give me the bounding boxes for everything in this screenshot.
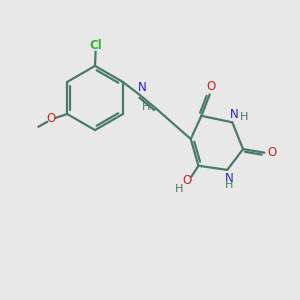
Text: O: O (207, 80, 216, 94)
Text: N: N (230, 107, 238, 121)
Text: N: N (224, 172, 233, 185)
Text: H: H (239, 112, 248, 122)
Text: O: O (46, 112, 56, 125)
Text: O: O (267, 146, 277, 159)
Text: H: H (142, 103, 151, 112)
Text: H: H (225, 180, 233, 190)
Text: N: N (138, 81, 146, 94)
Text: H: H (175, 184, 184, 194)
Text: O: O (183, 174, 192, 187)
Text: Cl: Cl (89, 39, 102, 52)
